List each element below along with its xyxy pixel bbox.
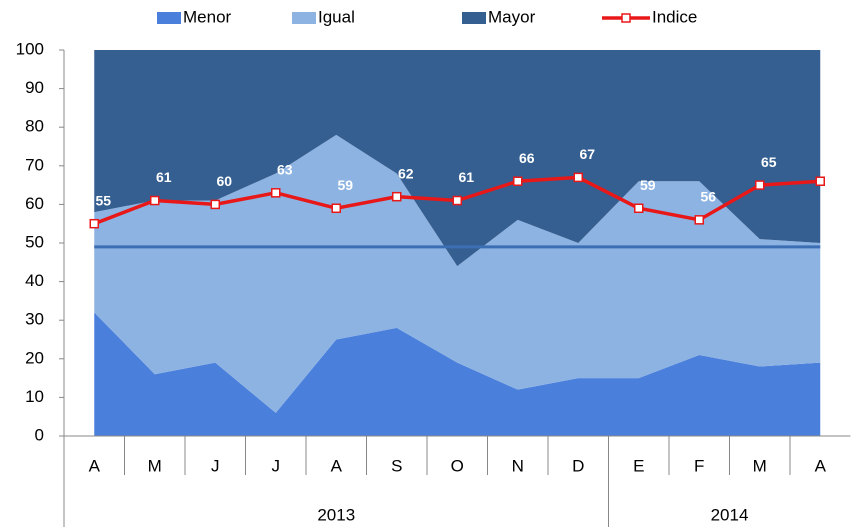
y-tick-label: 30 [25,310,44,329]
x-tick-label: A [331,456,343,475]
data-label: 65 [761,154,777,170]
y-tick-label: 50 [25,232,44,251]
marker [573,172,583,183]
group-label: 2013 [317,505,355,524]
marker [755,180,765,190]
marker [210,199,220,210]
data-label: 56 [700,189,716,205]
marker [634,203,644,214]
y-tick-label: 0 [35,425,44,444]
y-tick-label: 90 [25,78,44,97]
group-label: 2014 [711,505,749,524]
marker [150,195,160,206]
legend-label: Indice [652,7,697,26]
marker [89,218,99,229]
data-label: 61 [156,169,172,185]
x-tick-label: O [451,456,464,475]
data-label: 55 [95,192,111,208]
x-tick-label: J [272,456,281,475]
legend-swatch [621,13,631,23]
y-tick-label: 40 [25,271,44,290]
legend-swatch [292,12,316,24]
data-label: 63 [277,162,293,178]
marker [331,203,341,214]
data-label: 66 [519,150,535,166]
x-tick-label: D [572,456,584,475]
y-tick-label: 60 [25,194,44,213]
y-tick-label: 10 [25,387,44,406]
legend-label: Menor [183,7,232,26]
y-tick-label: 80 [25,117,44,136]
data-label: 62 [398,165,414,181]
legend-swatch [462,12,486,24]
area [94,312,821,436]
data-label: 59 [337,177,353,193]
marker [452,195,462,206]
x-tick-label: A [89,456,101,475]
data-label: 66 [821,150,837,166]
data-label: 59 [640,177,656,193]
x-tick-label: N [512,456,524,475]
legend-label: Igual [318,7,355,26]
legend-label: Mayor [488,7,536,26]
marker [513,176,523,186]
x-tick-label: S [391,456,402,475]
x-tick-label: M [753,456,767,475]
data-label: 67 [579,146,595,162]
y-tick-label: 70 [25,155,44,174]
marker [271,188,281,198]
legend-swatch [157,12,181,24]
data-label: 61 [458,169,474,185]
y-tick-label: 100 [16,39,44,58]
y-tick-label: 20 [25,348,44,367]
marker [392,191,402,202]
marker [815,176,825,186]
x-tick-label: J [211,456,220,475]
x-tick-label: F [694,456,704,475]
x-tick-label: M [148,456,162,475]
data-label: 60 [216,173,232,189]
x-tick-label: A [815,456,827,475]
area [94,50,821,267]
marker [694,215,704,225]
x-tick-label: E [633,456,644,475]
